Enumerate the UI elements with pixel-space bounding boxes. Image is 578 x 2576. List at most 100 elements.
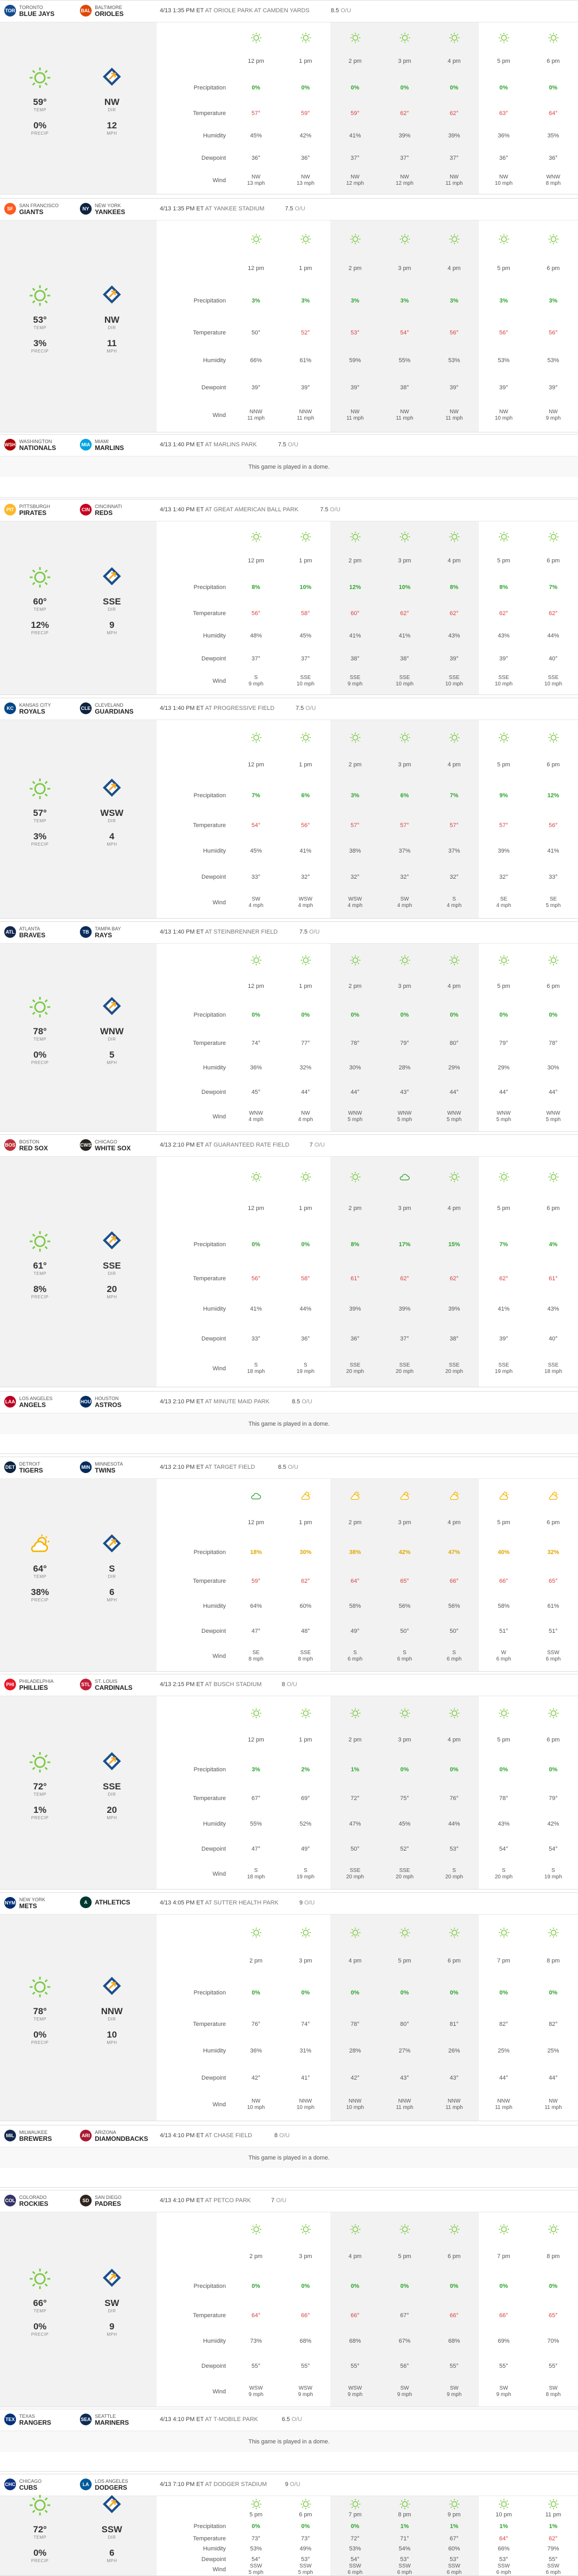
dewpoint-value: 32° [450,873,459,880]
hour-label: 8 pm [398,2512,411,2518]
home-team[interactable]: ARI Arizona Diamondbacks [80,2129,148,2142]
game-time: 4/13 2:10 PM ET AT TARGET FIELD [160,1464,255,1470]
humidity-value: 43% [448,633,460,640]
home-team[interactable]: HOU Houston Astros [80,1395,121,1408]
game-header: CHC Chicago Cubs LA Los Angeles Dodgers 4/13 7… [0,2474,578,2496]
home-team[interactable]: STL St. Louis Cardinals [80,1678,133,1691]
game-summary: 61° TEMP SSE DIR 8% PRECIP 20 MPH [0,1157,157,1387]
game-card: TEX Texas Rangers SEA Seattle Mariners 4/13 4:… [0,2409,578,2472]
sun-icon [349,732,361,743]
away-team[interactable]: NYM New York Mets [4,1896,45,1909]
hour-label: 6 pm [547,1736,560,1743]
cloud-icon [399,1171,411,1183]
dewpoint-value: 51° [549,1628,558,1634]
humidity-value: 25% [498,2048,510,2055]
home-team[interactable]: CWS Chicago White Sox [80,1139,131,1151]
precip-value: 38% [349,1549,361,1556]
over-under: 8.5 O/U [278,1464,298,1470]
precip-value: 0% [400,1766,409,1773]
sun-icon [498,1927,510,1939]
away-team[interactable]: ATL Atlanta Braves [4,926,45,938]
summary-wind-speed: 20 [107,1283,117,1294]
temp-value: 78° [549,1040,558,1047]
game-card: PIT Pittsburgh Pirates CIN Cincinnati Reds 4/1… [0,499,578,695]
temp-value: 65° [549,1577,558,1584]
row-label-precip: Precipitation [193,584,226,591]
wind-value: SSE 10 mph [296,674,315,687]
wind-value: WNW 5 mph [546,1110,561,1123]
game-card: KC Kansas City Royals CLE Cleveland Guardians… [0,698,578,919]
precip-value: 0% [301,1241,310,1248]
team-logo-icon: LAA [4,1396,16,1408]
hourly-grid: Precipitation Temperature Humidity Dewpoint… [157,720,578,918]
row-label-wind: Wind [212,1653,226,1660]
hour-label: 6 pm [447,2253,461,2260]
hour-label: 6 pm [547,58,560,65]
sun-icon [250,1927,262,1939]
hour-label: 4 pm [447,1736,461,1743]
game-time: 4/13 2:10 PM ET AT MINUTE MAID PARK [160,1399,270,1405]
humidity-value: 31% [299,2048,312,2055]
home-team[interactable]: BAL Baltimore Orioles [80,4,124,17]
home-team[interactable]: SD San Diego Padres [80,2194,121,2207]
summary-temp: 66° [33,2298,47,2308]
wind-value: SSW 6 mph [546,2563,561,2575]
sun-icon [548,531,559,543]
away-team[interactable]: TEX Texas Rangers [4,2413,51,2426]
home-team[interactable]: CIN Cincinnati Reds [80,503,122,516]
wind-value: SSE 9 mph [347,674,363,687]
wind-value: S 18 mph [247,1867,265,1880]
summary-wind-speed: 12 [107,120,117,130]
away-team[interactable]: KC Kansas City Royals [4,702,51,715]
temp-value: 61° [549,1275,558,1282]
away-team[interactable]: COL Colorado Rockies [4,2194,48,2207]
away-team[interactable]: PHI Philadelphia Phillies [4,1678,54,1691]
over-under: 9 O/U [285,2481,300,2488]
home-team[interactable]: CLE Cleveland Guardians [80,702,134,715]
hour-label: 3 pm [299,2253,312,2260]
hour-label: 3 pm [398,557,411,564]
away-team[interactable]: BOS Boston Red Sox [4,1139,48,1151]
away-team[interactable]: MIL Milwaukee Brewers [4,2129,52,2142]
wind-value: SSW 5 mph [298,2563,313,2575]
away-team[interactable]: DET Detroit Tigers [4,1461,43,1474]
team-name: Reds [95,509,113,517]
sun-icon [250,2498,262,2510]
team-city: Philadelphia [19,1679,54,1684]
team-name: Twins [95,1467,116,1474]
away-team[interactable]: CHC Chicago Cubs [4,2478,42,2491]
home-team[interactable]: MIA Miami Marlins [80,438,124,451]
forecast-body: 61° TEMP SSE DIR 8% PRECIP 20 MPH Precipitation T… [0,1156,578,1387]
wind-value: NNW 10 mph [296,2098,315,2111]
home-team[interactable]: SEA Seattle Mariners [80,2413,129,2426]
away-team[interactable]: SF San Francisco Giants [4,202,59,215]
wind-value: NW 9 mph [546,409,561,422]
temp-label: TEMP [33,2017,47,2022]
team-logo-icon: MIN [80,1461,92,1473]
game-time: 4/13 4:10 PM ET AT PETCO PARK [160,2197,251,2204]
home-team[interactable]: LA Los Angeles Dodgers [80,2478,128,2491]
sun-icon [498,1707,510,1719]
home-team[interactable]: TB Tampa Bay Rays [80,926,121,938]
mph-label: MPH [107,2040,117,2045]
row-label-wind: Wind [212,2388,226,2395]
wind-value: WNW 5 mph [446,1110,462,1123]
away-team[interactable]: TOR Toronto Blue Jays [4,4,54,17]
sun-icon [498,954,510,966]
summary-wind-dir: SSE [102,1260,121,1271]
home-team[interactable]: MIN Minnesota Twins [80,1461,123,1474]
cloud-sun-icon [28,1533,52,1556]
away-team[interactable]: PIT Pittsburgh Pirates [4,503,50,516]
home-team[interactable]: A Athletics [80,1896,130,1908]
away-team[interactable]: WSH Washington Nationals [4,438,56,451]
row-label-humidity: Humidity [203,2337,226,2344]
precip-value: 0% [301,84,310,91]
precip-value: 0% [251,2283,260,2290]
summary-temp: 78° [33,2006,47,2016]
humidity-value: 30% [547,1064,559,1071]
summary-temp: 57° [33,807,47,818]
away-team[interactable]: LAA Los Angeles Angels [4,1395,53,1408]
home-team[interactable]: NY New York Yankees [80,202,125,215]
precip-value: 0% [351,1012,360,1019]
